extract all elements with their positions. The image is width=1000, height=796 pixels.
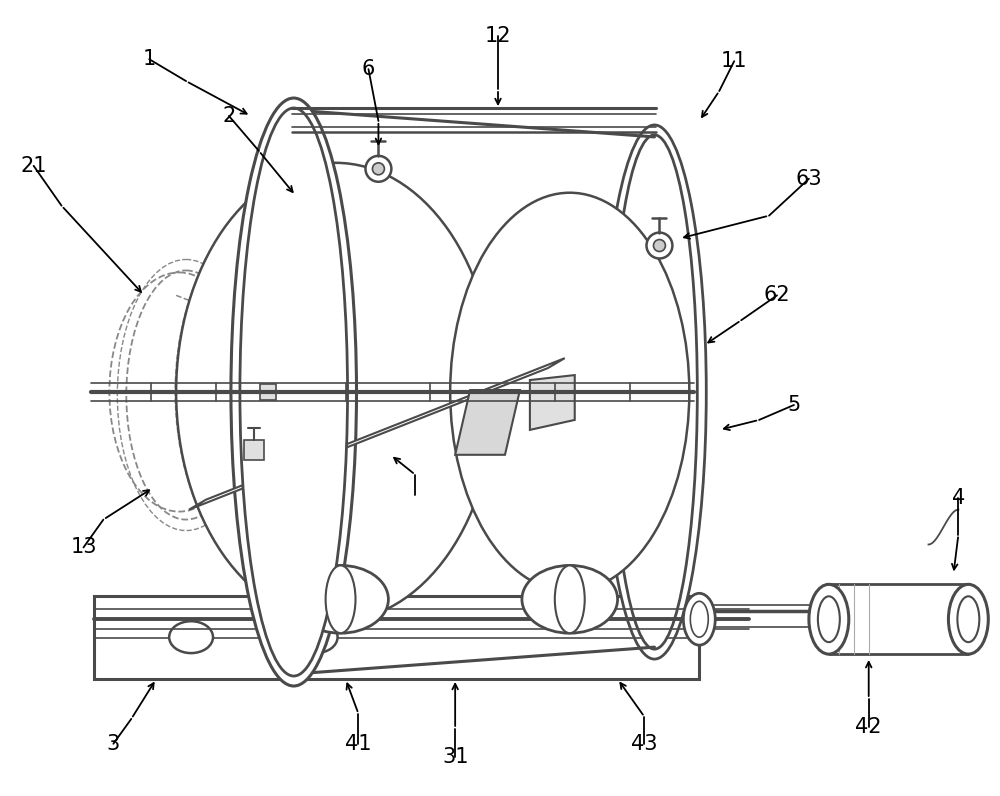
Bar: [260, 384, 276, 400]
Polygon shape: [294, 110, 654, 674]
Ellipse shape: [690, 601, 708, 637]
Text: 42: 42: [855, 717, 882, 737]
Text: 41: 41: [345, 734, 372, 754]
Text: 31: 31: [442, 747, 468, 767]
Text: 6: 6: [362, 59, 375, 79]
Ellipse shape: [818, 596, 840, 642]
Ellipse shape: [683, 593, 715, 645]
Text: 21: 21: [20, 156, 47, 176]
Polygon shape: [530, 375, 575, 430]
Text: 2: 2: [222, 106, 236, 126]
Ellipse shape: [293, 565, 388, 633]
Ellipse shape: [813, 593, 845, 645]
Ellipse shape: [372, 163, 384, 175]
Text: 1: 1: [143, 49, 156, 69]
Ellipse shape: [231, 98, 357, 686]
Text: 13: 13: [70, 537, 97, 557]
Ellipse shape: [957, 596, 979, 642]
Polygon shape: [455, 390, 520, 455]
Ellipse shape: [653, 240, 665, 252]
Ellipse shape: [646, 232, 672, 259]
Text: 62: 62: [764, 285, 790, 306]
Ellipse shape: [240, 108, 348, 676]
Ellipse shape: [294, 621, 338, 653]
Ellipse shape: [365, 156, 391, 181]
Polygon shape: [189, 358, 565, 509]
Text: 12: 12: [485, 26, 511, 46]
Ellipse shape: [612, 135, 697, 649]
Ellipse shape: [522, 565, 618, 633]
Text: 5: 5: [787, 395, 801, 415]
Text: 61: 61: [402, 485, 429, 505]
Text: 43: 43: [631, 734, 658, 754]
Ellipse shape: [176, 163, 495, 621]
Ellipse shape: [450, 193, 689, 591]
Ellipse shape: [820, 601, 838, 637]
Text: 4: 4: [952, 488, 965, 508]
Text: 63: 63: [796, 169, 822, 189]
Bar: [244, 440, 264, 460]
Ellipse shape: [326, 565, 356, 633]
Ellipse shape: [555, 565, 585, 633]
Ellipse shape: [948, 584, 988, 654]
Ellipse shape: [603, 125, 706, 659]
Ellipse shape: [169, 621, 213, 653]
Text: 3: 3: [107, 734, 120, 754]
Ellipse shape: [809, 584, 849, 654]
Text: 11: 11: [721, 51, 747, 71]
Bar: [94, 596, 699, 679]
